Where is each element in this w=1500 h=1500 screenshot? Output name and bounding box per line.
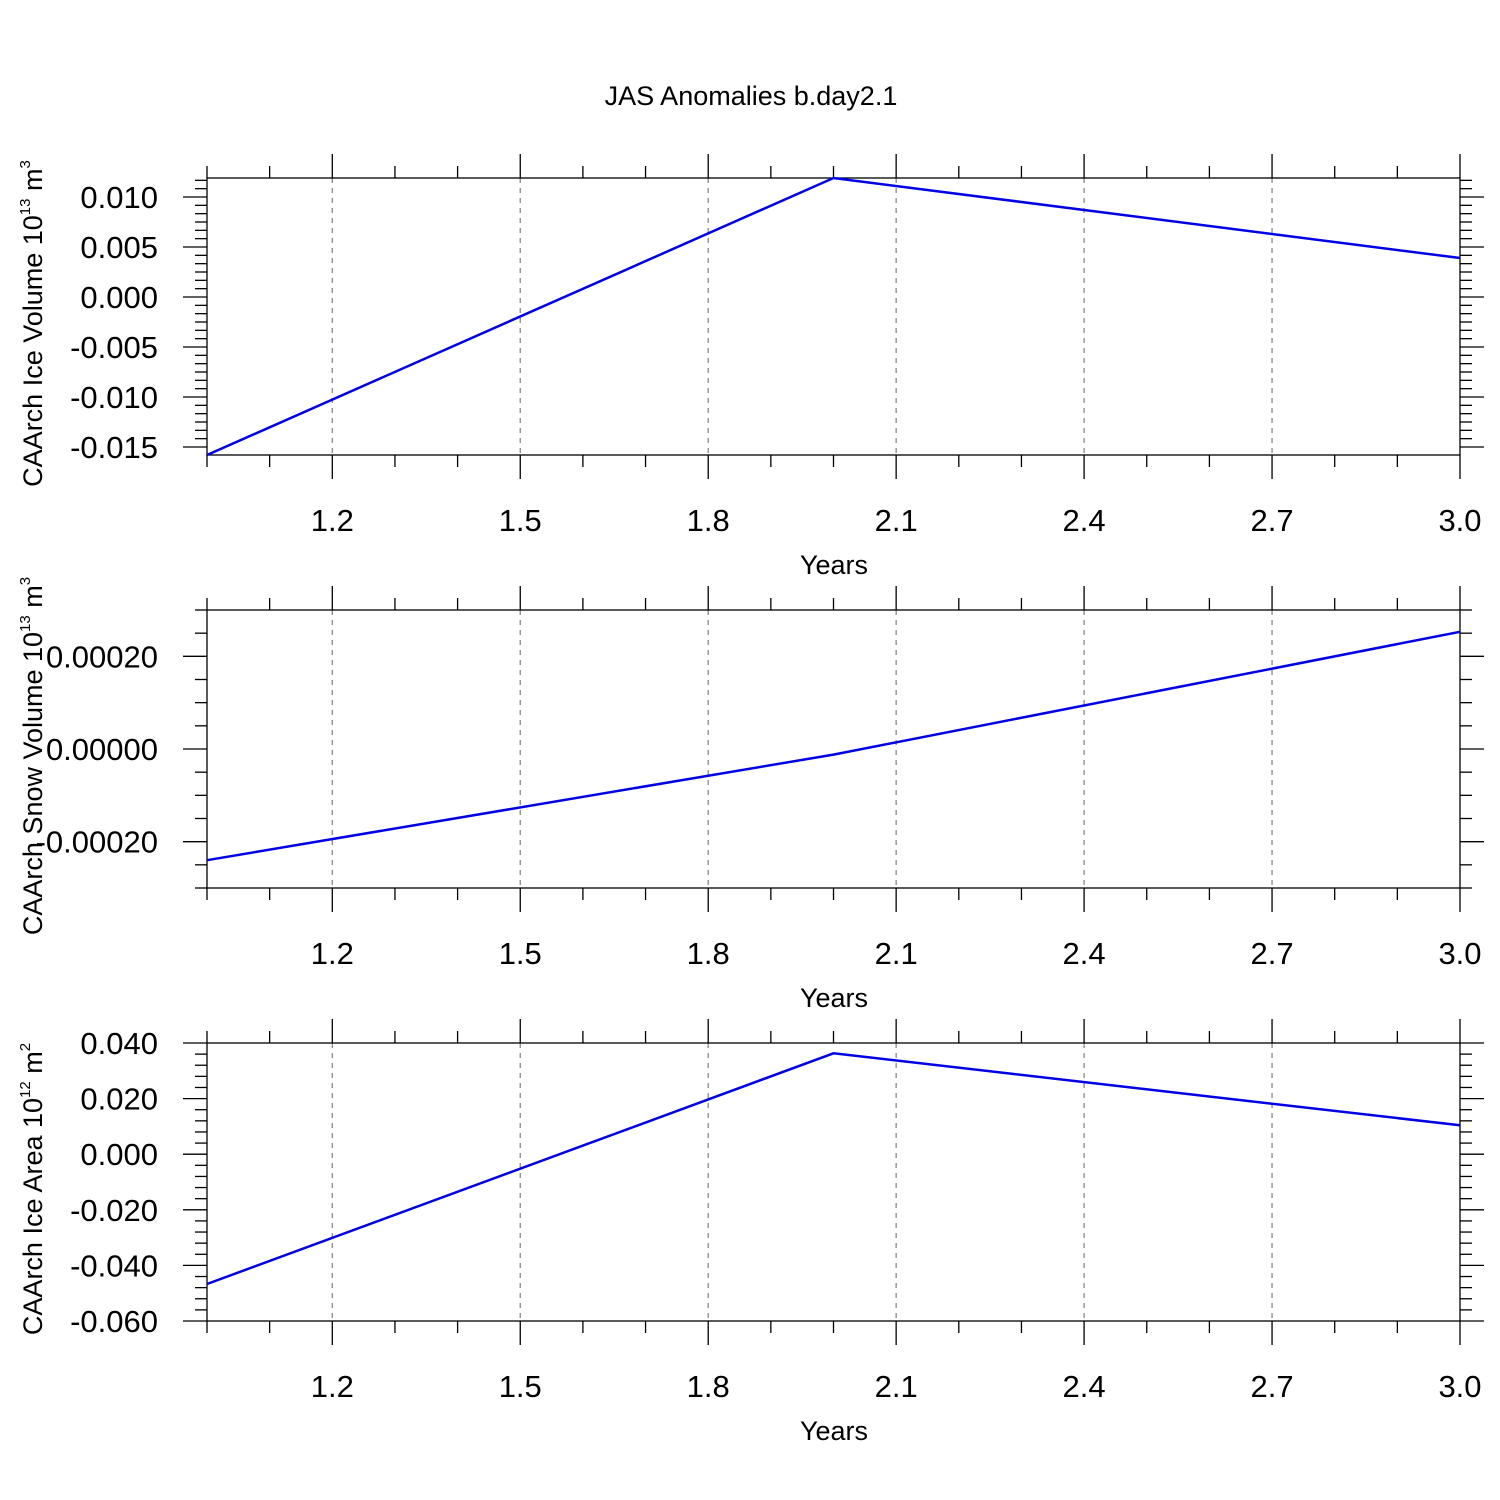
x-axis-label: Years [800, 550, 868, 580]
y-tick-label: -0.015 [70, 430, 158, 465]
x-axis-label: Years [800, 1416, 868, 1446]
y-tick-label: 0.000 [80, 280, 158, 315]
panel-2: 1.2 1.5 1.8 2.1 2.4 2.7 3.0 Years 0.00020 0.00000… [17, 577, 1484, 1013]
y-tick-label: 0.005 [80, 230, 158, 265]
y-tick-label: -0.010 [70, 380, 158, 415]
x-tick-label: 2.4 [1063, 936, 1106, 971]
x-tick-label: 3.0 [1438, 503, 1481, 538]
x-tick-label: 3.0 [1438, 1369, 1481, 1404]
x-tick-label: 2.7 [1250, 1369, 1293, 1404]
y-tick-label: 0.000 [80, 1137, 158, 1172]
y-tick-label: 0.020 [80, 1082, 158, 1117]
y-tick-label: 0.010 [80, 180, 158, 215]
series-line [206, 1052, 1461, 1286]
y-axis-label: CAArch Ice Volume 1013 m3 [17, 160, 48, 487]
x-tick-label: 2.7 [1250, 503, 1293, 538]
x-tick-label: 1.8 [687, 936, 730, 971]
panel-3: 1.2 1.5 1.8 2.1 2.4 2.7 3.0 Years 0.040 0.020 0.00… [17, 1019, 1484, 1446]
x-tick-label: 2.1 [875, 1369, 918, 1404]
x-tick-label: 3.0 [1438, 936, 1481, 971]
x-tick-label: 1.2 [311, 936, 354, 971]
y-axis-label: CAArch Ice Area 1012 m2 [17, 1043, 48, 1335]
x-tick-label: 1.2 [311, 1369, 354, 1404]
y-tick-label: -0.040 [70, 1248, 158, 1283]
panel-1: 1.2 1.5 1.8 2.1 2.4 2.7 3.0 Years 0.010 0.005 0.00… [17, 154, 1484, 580]
x-tick-label: 1.5 [499, 503, 542, 538]
figure-title: JAS Anomalies b.day2.1 [605, 81, 898, 111]
x-tick-label: 1.8 [687, 503, 730, 538]
y-tick-label: -0.020 [70, 1193, 158, 1228]
y-tick-label: 0.00000 [46, 732, 158, 767]
panels: 1.2 1.5 1.8 2.1 2.4 2.7 3.0 Years 0.010 0.005 0.00… [17, 154, 1484, 1446]
x-tick-label: 2.1 [875, 936, 918, 971]
series-line [206, 630, 1461, 862]
x-tick-label: 1.5 [499, 1369, 542, 1404]
x-tick-label: 1.5 [499, 936, 542, 971]
series-line [206, 176, 1461, 457]
y-tick-label: -0.060 [70, 1304, 158, 1339]
x-tick-label: 2.7 [1250, 936, 1293, 971]
x-tick-label: 2.4 [1063, 503, 1106, 538]
y-tick-label: 0.00020 [46, 639, 158, 674]
x-tick-label: 2.4 [1063, 1369, 1106, 1404]
x-tick-label: 1.8 [687, 1369, 730, 1404]
x-tick-label: 1.2 [311, 503, 354, 538]
y-tick-label: 0.040 [80, 1026, 158, 1061]
y-tick-label: -0.005 [70, 330, 158, 365]
x-axis-label: Years [800, 983, 868, 1013]
x-tick-label: 2.1 [875, 503, 918, 538]
y-axis-label: CAArch Snow Volume 1013 m3 [17, 577, 48, 935]
y-tick-label: -0.00020 [36, 825, 158, 860]
